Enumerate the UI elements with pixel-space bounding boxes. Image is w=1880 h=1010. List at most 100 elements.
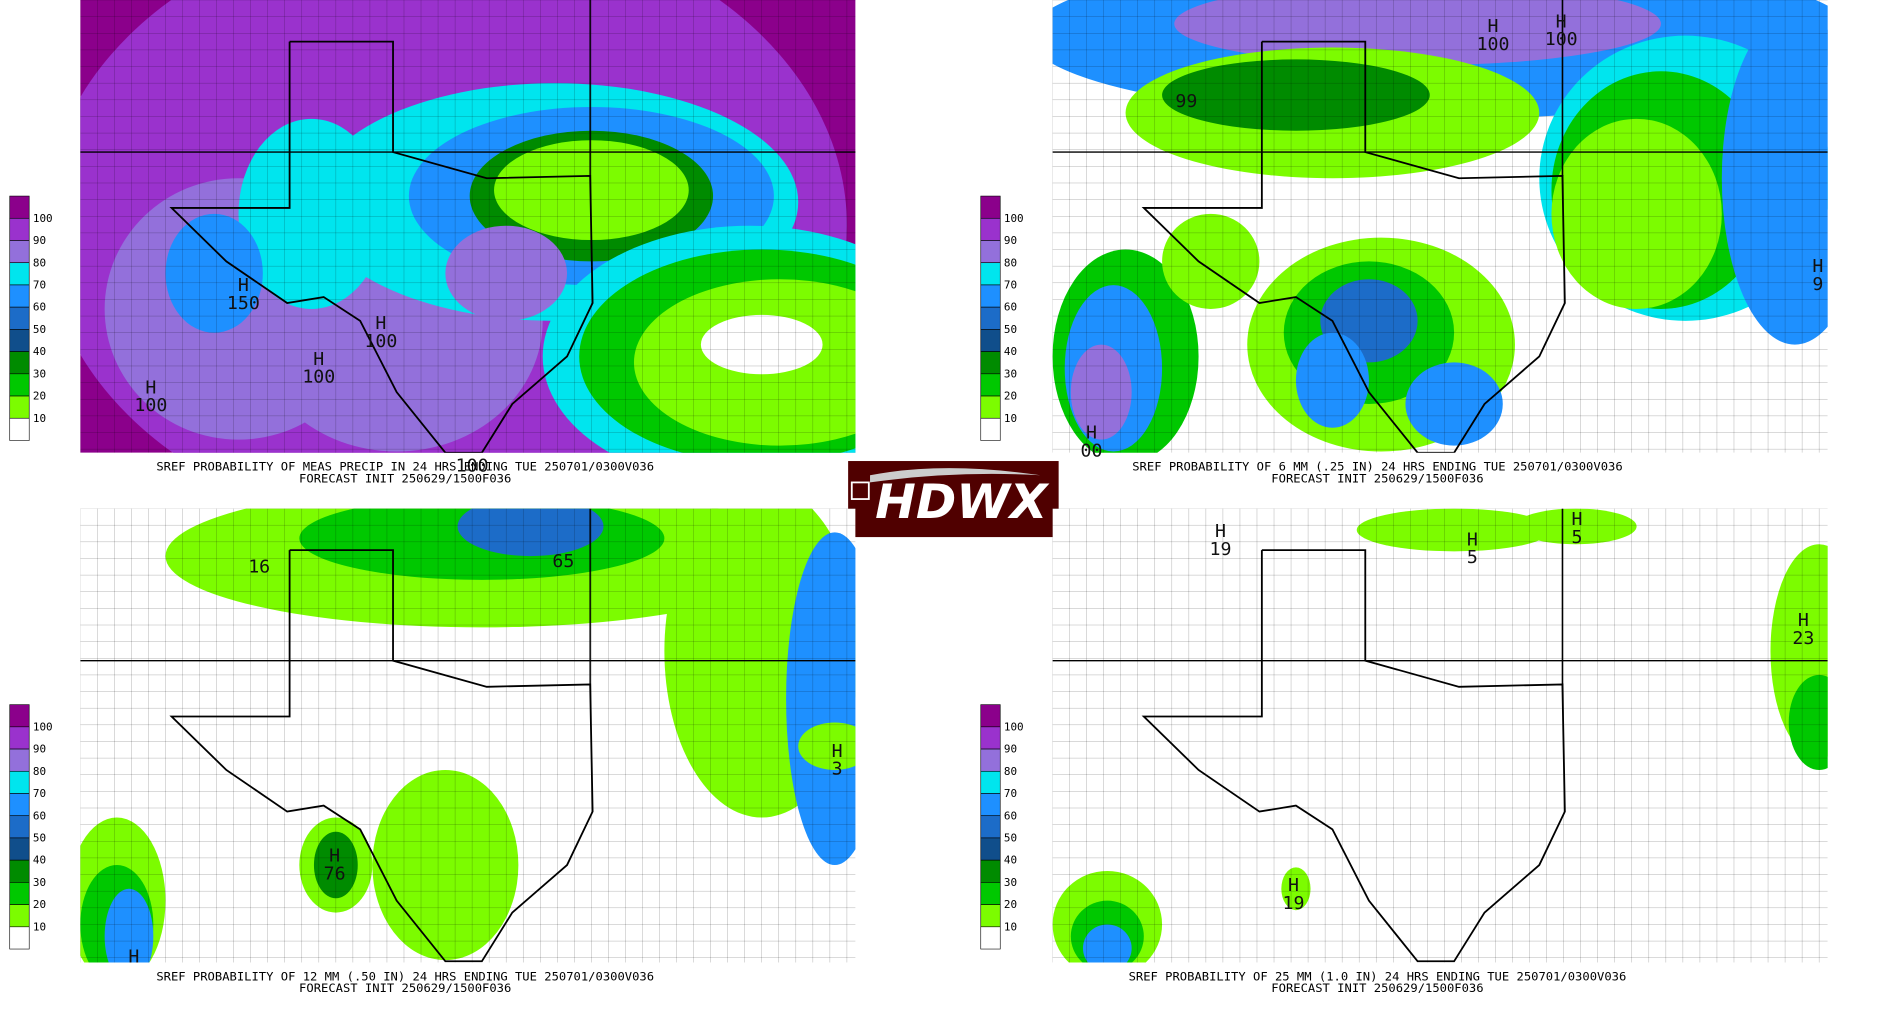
precip-area <box>1514 508 1637 545</box>
colorbar-box <box>980 748 1001 772</box>
precip-area <box>786 532 856 865</box>
colorbar-box <box>980 815 1001 839</box>
map-panel <box>80 508 856 963</box>
caption: SREF PROBABILITY OF 12 MM (.50 IN) 24 HR… <box>156 969 654 983</box>
colorbar-label: 60 <box>33 809 46 822</box>
colorbar-box <box>980 306 1001 330</box>
colorbar-label: 50 <box>33 832 46 845</box>
high-value: 5 <box>1467 547 1478 568</box>
colorbar-label: 20 <box>33 898 46 911</box>
map-panel <box>1052 0 1828 453</box>
high-marker: H <box>1798 610 1809 631</box>
colorbar-label: 20 <box>33 390 46 403</box>
colorbar-box <box>9 904 30 928</box>
colorbar-label: 80 <box>1004 765 1017 778</box>
colorbar-box <box>9 373 30 397</box>
colorbar-box <box>980 240 1001 264</box>
colorbar-label: 90 <box>33 234 46 247</box>
high-marker: H <box>1086 423 1097 444</box>
map-panel <box>1052 508 1828 963</box>
high-value: 100 <box>1545 29 1578 50</box>
high-marker: H <box>1488 16 1499 37</box>
colorbar-box <box>9 195 30 219</box>
high-marker: H <box>1215 521 1226 542</box>
colorbar-box <box>9 395 30 419</box>
state-border <box>1141 549 1566 963</box>
colorbar-label: 30 <box>1004 876 1017 889</box>
high-value: 16 <box>248 557 270 578</box>
high-value: 19 <box>1283 893 1305 914</box>
high-value: 3 <box>832 759 843 780</box>
colorbar-box <box>980 284 1001 308</box>
colorbar-box <box>9 837 30 861</box>
colorbar-box <box>980 882 1001 905</box>
colorbar-box <box>9 217 30 241</box>
logo: HDWX <box>848 461 1059 538</box>
colorbar-label: 60 <box>1004 301 1017 314</box>
precip-area <box>1551 118 1722 309</box>
colorbar-box <box>9 770 30 794</box>
high-value: 5 <box>1572 527 1583 548</box>
colorbar-label: 90 <box>33 743 46 756</box>
high-value: 100 <box>1477 34 1510 55</box>
colorbar-label: 20 <box>1004 390 1017 403</box>
colorbar-label: 70 <box>1004 787 1017 800</box>
colorbar-label: 100 <box>33 721 53 734</box>
colorbar-box <box>9 704 30 728</box>
colorbar-label: 80 <box>1004 256 1017 269</box>
caption-init: FORECAST INIT 250629/1500F036 <box>299 981 511 995</box>
colorbar-label: 10 <box>1004 921 1017 934</box>
high-marker: H <box>1572 509 1583 530</box>
colorbar-label: 70 <box>1004 279 1017 292</box>
high-value: 23 <box>1792 628 1814 649</box>
high-marker: H <box>238 275 249 296</box>
colorbar-label: 40 <box>33 345 46 358</box>
caption-init: FORECAST INIT 250629/1500F036 <box>1271 472 1483 486</box>
colorbar-box <box>9 926 30 950</box>
colorbar-label: 30 <box>33 368 46 381</box>
high-marker: H <box>329 846 340 867</box>
high-value: 150 <box>227 293 260 314</box>
colorbar-box <box>9 329 30 352</box>
colorbar-box <box>980 704 1001 728</box>
colorbar-box <box>980 904 1001 928</box>
high-value: 100 <box>302 367 335 388</box>
precip-area <box>1281 867 1311 911</box>
colorbar-label: 50 <box>33 323 46 336</box>
colorbar-box <box>9 748 30 772</box>
colorbar-box <box>980 793 1001 817</box>
colorbar-box <box>980 195 1001 219</box>
high-value: 99 <box>1175 91 1197 112</box>
state-border <box>1141 40 1566 453</box>
colorbar-label: 40 <box>33 854 46 867</box>
precip-area <box>1721 11 1828 345</box>
colorbar-box <box>980 837 1001 861</box>
colorbar-box <box>9 351 30 375</box>
high-value: 00 <box>1081 440 1103 461</box>
colorbar-label: 40 <box>1004 854 1017 867</box>
caption: SREF PROBABILITY OF 6 MM (.25 IN) 24 HRS… <box>1132 460 1622 474</box>
high-marker: H <box>1812 256 1823 277</box>
colorbar-label: 10 <box>33 921 46 934</box>
colorbar-label: 100 <box>1004 721 1024 734</box>
colorbar-box <box>980 770 1001 794</box>
colorbar-label: 100 <box>1004 212 1024 225</box>
colorbar-label: 60 <box>1004 809 1017 822</box>
high-value: 100 <box>134 395 167 416</box>
high-marker: H <box>832 741 843 762</box>
colorbar-label: 60 <box>33 301 46 314</box>
colorbar-box <box>980 417 1001 441</box>
state-border <box>169 549 594 963</box>
colorbar-label: 30 <box>33 876 46 889</box>
high-value: 9 <box>1812 274 1823 295</box>
colorbar-label: 30 <box>1004 368 1017 381</box>
colorbar-box <box>9 726 30 750</box>
colorbar-label: 70 <box>33 787 46 800</box>
colorbar-box <box>980 329 1001 352</box>
colorbar-label: 50 <box>1004 832 1017 845</box>
colorbar-label: 100 <box>33 212 53 225</box>
precip-area <box>1162 59 1430 131</box>
colorbar-box <box>980 351 1001 375</box>
